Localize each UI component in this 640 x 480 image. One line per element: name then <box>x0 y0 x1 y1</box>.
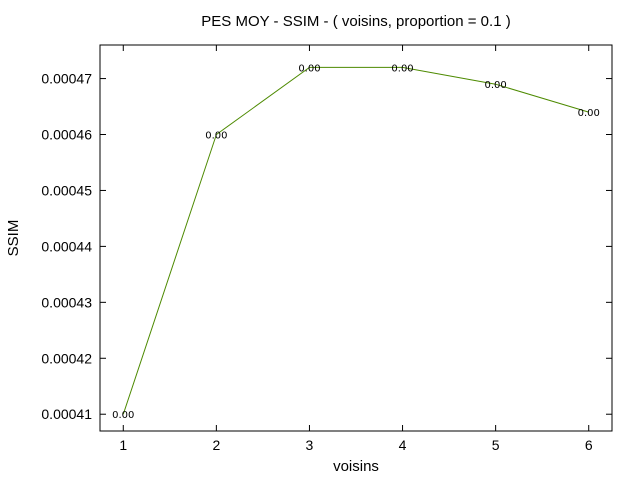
x-tick-label: 5 <box>492 437 500 453</box>
data-label: 0.00 <box>112 410 134 421</box>
data-label: 0.00 <box>205 131 227 142</box>
data-label: 0.00 <box>391 63 413 74</box>
x-tick-label: 2 <box>212 437 220 453</box>
y-tick-label: 0.00044 <box>41 238 92 254</box>
y-tick-label: 0.00045 <box>41 182 92 198</box>
chart-title: PES MOY - SSIM - ( voisins, proportion =… <box>201 13 510 30</box>
y-tick-label: 0.00042 <box>41 350 92 366</box>
x-tick-label: 4 <box>399 437 407 453</box>
x-tick-label: 3 <box>306 437 314 453</box>
x-axis-title: voisins <box>333 458 379 475</box>
y-tick-label: 0.00047 <box>41 71 92 87</box>
data-label: 0.00 <box>298 63 320 74</box>
plot-frame <box>99 44 613 432</box>
data-label: 0.00 <box>485 80 507 91</box>
data-labels: 0.00 0.00 0.00 0.00 0.00 0.00 <box>112 63 600 421</box>
y-tick-label: 0.00043 <box>41 294 92 310</box>
x-axis: 1 2 3 4 5 6 <box>119 45 593 453</box>
y-tick-label: 0.00041 <box>41 406 92 422</box>
x-tick-label: 1 <box>119 437 127 453</box>
y-axis-title: SSIM <box>5 220 22 257</box>
x-tick-label: 6 <box>585 437 593 453</box>
y-axis: 0.000410.000420.000430.000440.000450.000… <box>41 71 612 422</box>
series-line <box>122 66 589 415</box>
data-label: 0.00 <box>578 108 600 119</box>
y-tick-label: 0.00046 <box>41 127 92 143</box>
